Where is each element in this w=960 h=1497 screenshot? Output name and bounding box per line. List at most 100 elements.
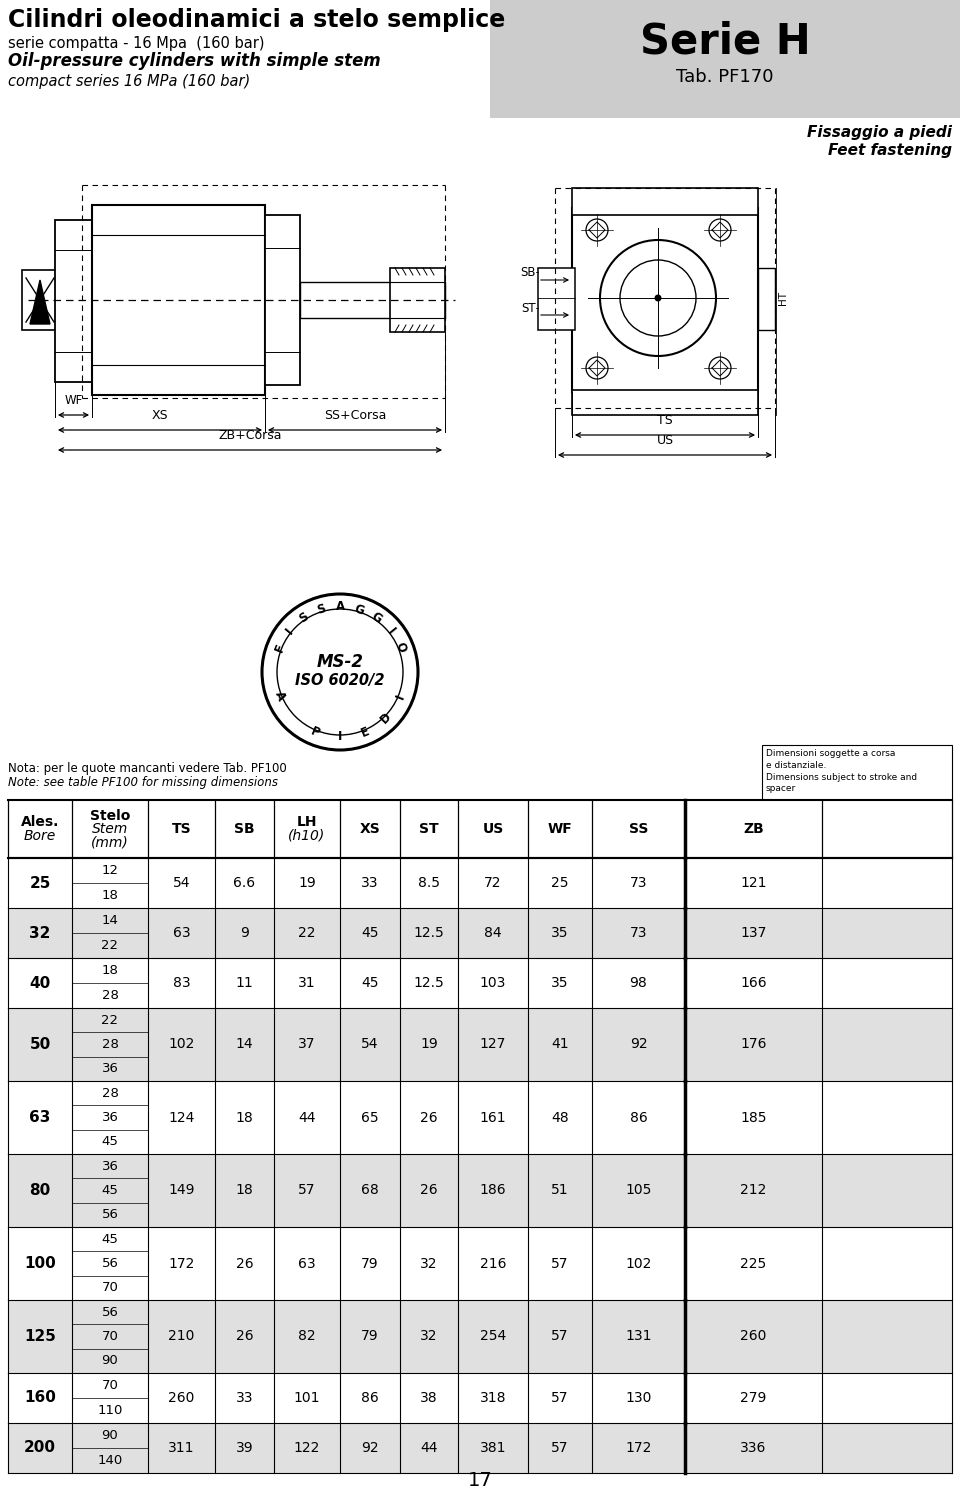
Text: S: S [297, 611, 311, 626]
Text: 56: 56 [102, 1257, 118, 1269]
Bar [55, 220, 92, 382]
Text: serie compatta - 16 Mpa  (160 bar): serie compatta - 16 Mpa (160 bar) [8, 36, 265, 51]
Text: WF: WF [547, 822, 572, 835]
Text: 18: 18 [235, 1184, 253, 1198]
Text: TS: TS [658, 415, 673, 427]
Text: 336: 336 [740, 1442, 767, 1455]
Text: 70: 70 [102, 1379, 118, 1392]
Text: Dimensioni soggette a corsa
e distanziale.
Dimensions subject to stroke and
spac: Dimensioni soggette a corsa e distanzial… [766, 748, 917, 793]
Text: 57: 57 [551, 1391, 568, 1406]
Text: Stem: Stem [92, 822, 128, 835]
Text: 25: 25 [551, 876, 568, 891]
Text: 50: 50 [30, 1037, 51, 1052]
Text: 160: 160 [24, 1391, 56, 1406]
Bar [8, 1373, 952, 1424]
Text: I: I [384, 626, 396, 636]
Text: Tab. PF170: Tab. PF170 [676, 67, 774, 85]
Bar [8, 858, 952, 909]
Text: WF: WF [64, 394, 83, 407]
Circle shape [655, 295, 661, 301]
Text: 25: 25 [30, 876, 51, 891]
Text: O: O [393, 641, 408, 654]
Text: S: S [315, 602, 327, 617]
Text: 80: 80 [30, 1183, 51, 1198]
Bar [572, 208, 758, 392]
Text: 18: 18 [235, 1111, 253, 1124]
Text: E: E [359, 725, 372, 740]
Text: Note: see table PF100 for missing dimensions: Note: see table PF100 for missing dimens… [8, 775, 278, 789]
Text: 200: 200 [24, 1440, 56, 1455]
Text: 39: 39 [236, 1442, 253, 1455]
Text: 84: 84 [484, 927, 502, 940]
Text: 68: 68 [361, 1184, 379, 1198]
Text: I: I [394, 692, 407, 701]
Text: 225: 225 [740, 1256, 767, 1271]
Text: 92: 92 [361, 1442, 379, 1455]
Text: 121: 121 [740, 876, 767, 891]
Text: US: US [657, 434, 674, 448]
Text: 26: 26 [420, 1111, 438, 1124]
Text: 254: 254 [480, 1329, 506, 1343]
Text: 45: 45 [102, 1184, 118, 1198]
Text: 279: 279 [740, 1391, 767, 1406]
Bar [265, 216, 300, 385]
Text: 18: 18 [102, 889, 118, 903]
Text: XS: XS [360, 822, 380, 835]
Text: 26: 26 [236, 1329, 253, 1343]
Bar [300, 281, 445, 317]
Text: 130: 130 [625, 1391, 652, 1406]
Text: 22: 22 [102, 1013, 118, 1027]
Text: 70: 70 [102, 1281, 118, 1295]
Text: A: A [272, 690, 287, 704]
Text: 38: 38 [420, 1391, 438, 1406]
Bar [8, 1081, 952, 1154]
Text: 33: 33 [236, 1391, 253, 1406]
Bar [8, 1007, 952, 1081]
Text: 72: 72 [484, 876, 502, 891]
Text: D: D [378, 710, 395, 726]
Text: 45: 45 [361, 927, 379, 940]
Text: 86: 86 [361, 1391, 379, 1406]
Text: 90: 90 [102, 1430, 118, 1442]
Text: SS+Corsa: SS+Corsa [324, 409, 386, 422]
Text: 172: 172 [625, 1442, 652, 1455]
Text: Serie H: Serie H [639, 19, 810, 61]
Text: 19: 19 [299, 876, 316, 891]
Text: 63: 63 [299, 1256, 316, 1271]
Text: 216: 216 [480, 1256, 506, 1271]
Text: 98: 98 [630, 976, 647, 990]
Text: (h10): (h10) [288, 828, 325, 843]
Text: 56: 56 [102, 1208, 118, 1222]
Text: Nota: per le quote mancanti vedere Tab. PF100: Nota: per le quote mancanti vedere Tab. … [8, 762, 287, 775]
Text: 12.5: 12.5 [414, 976, 444, 990]
Text: Oil-pressure cylinders with simple stem: Oil-pressure cylinders with simple stem [8, 52, 381, 70]
Text: 11: 11 [235, 976, 253, 990]
Text: 65: 65 [361, 1111, 379, 1124]
Text: G: G [369, 609, 384, 626]
Text: 37: 37 [299, 1037, 316, 1051]
Text: MS-2: MS-2 [317, 653, 364, 671]
Text: 14: 14 [102, 915, 118, 927]
Text: 41: 41 [551, 1037, 569, 1051]
Text: ISO 6020/2: ISO 6020/2 [296, 672, 385, 687]
Bar [92, 205, 265, 395]
Text: A: A [335, 600, 345, 614]
Text: 79: 79 [361, 1329, 379, 1343]
Text: 54: 54 [361, 1037, 379, 1051]
Text: 17: 17 [468, 1470, 492, 1490]
Text: 12: 12 [102, 864, 118, 877]
Text: 28: 28 [102, 1037, 118, 1051]
Text: 32: 32 [30, 925, 51, 940]
Text: 161: 161 [480, 1111, 506, 1124]
Text: 166: 166 [740, 976, 767, 990]
Text: ST: ST [420, 822, 439, 835]
Text: 44: 44 [420, 1442, 438, 1455]
Text: 44: 44 [299, 1111, 316, 1124]
Text: 45: 45 [102, 1232, 118, 1246]
Text: 127: 127 [480, 1037, 506, 1051]
Text: 140: 140 [97, 1454, 123, 1467]
Text: 54: 54 [173, 876, 190, 891]
Text: 35: 35 [551, 927, 568, 940]
Text: 149: 149 [168, 1184, 195, 1198]
Text: 70: 70 [102, 1329, 118, 1343]
